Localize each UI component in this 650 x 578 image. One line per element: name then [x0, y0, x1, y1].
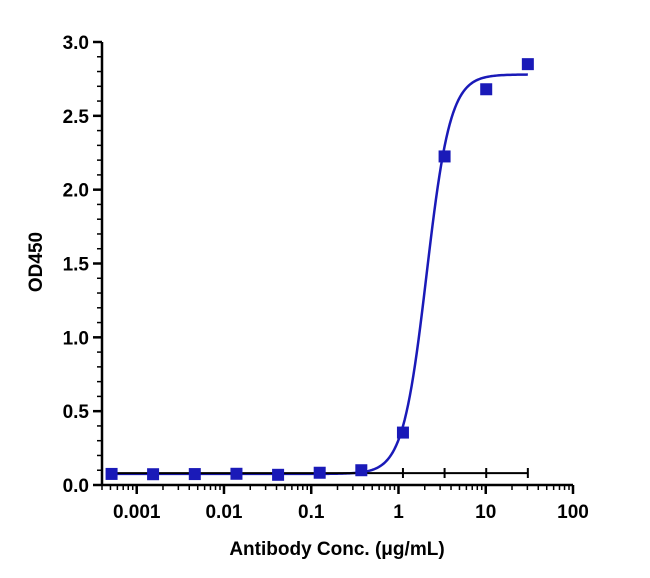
- y-tick-label: 0.5: [63, 402, 90, 423]
- data-point: [105, 467, 118, 480]
- plot-marks: [105, 58, 534, 481]
- data-point: [480, 83, 493, 96]
- x-tick-label: 0.01: [205, 502, 242, 523]
- y-tick-label: 1.0: [63, 328, 89, 349]
- y-tick-label: 1.5: [63, 255, 90, 276]
- x-tick-label: 0.001: [113, 502, 161, 523]
- y-tick-label: 0.0: [63, 476, 89, 497]
- data-point: [272, 468, 285, 481]
- y-tick-label: 2.5: [63, 107, 90, 128]
- y-axis-title: OD450: [26, 232, 47, 292]
- data-point: [521, 58, 534, 71]
- data-point: [396, 426, 409, 439]
- x-tick-label: 10: [475, 502, 496, 523]
- x-tick-label: 1: [393, 502, 404, 523]
- x-tick-label: 0.1: [298, 502, 325, 523]
- x-axis-title: Antibody Conc. (μg/mL): [229, 539, 444, 560]
- data-point: [313, 466, 326, 479]
- y-tick-label: 3.0: [63, 33, 89, 54]
- data-point: [188, 468, 201, 481]
- data-point: [438, 150, 451, 163]
- x-tick-label: 100: [557, 502, 589, 523]
- y-tick-label: 2.0: [63, 181, 89, 202]
- axes: 0.0 0.5 1.0 1.5 2.0 2.5 3.0 0.001 0.01 0.1 1 10 100: [63, 33, 589, 523]
- fit-curve: [111, 73, 528, 476]
- data-point: [230, 467, 243, 480]
- data-point: [147, 468, 160, 481]
- data-point: [355, 464, 368, 477]
